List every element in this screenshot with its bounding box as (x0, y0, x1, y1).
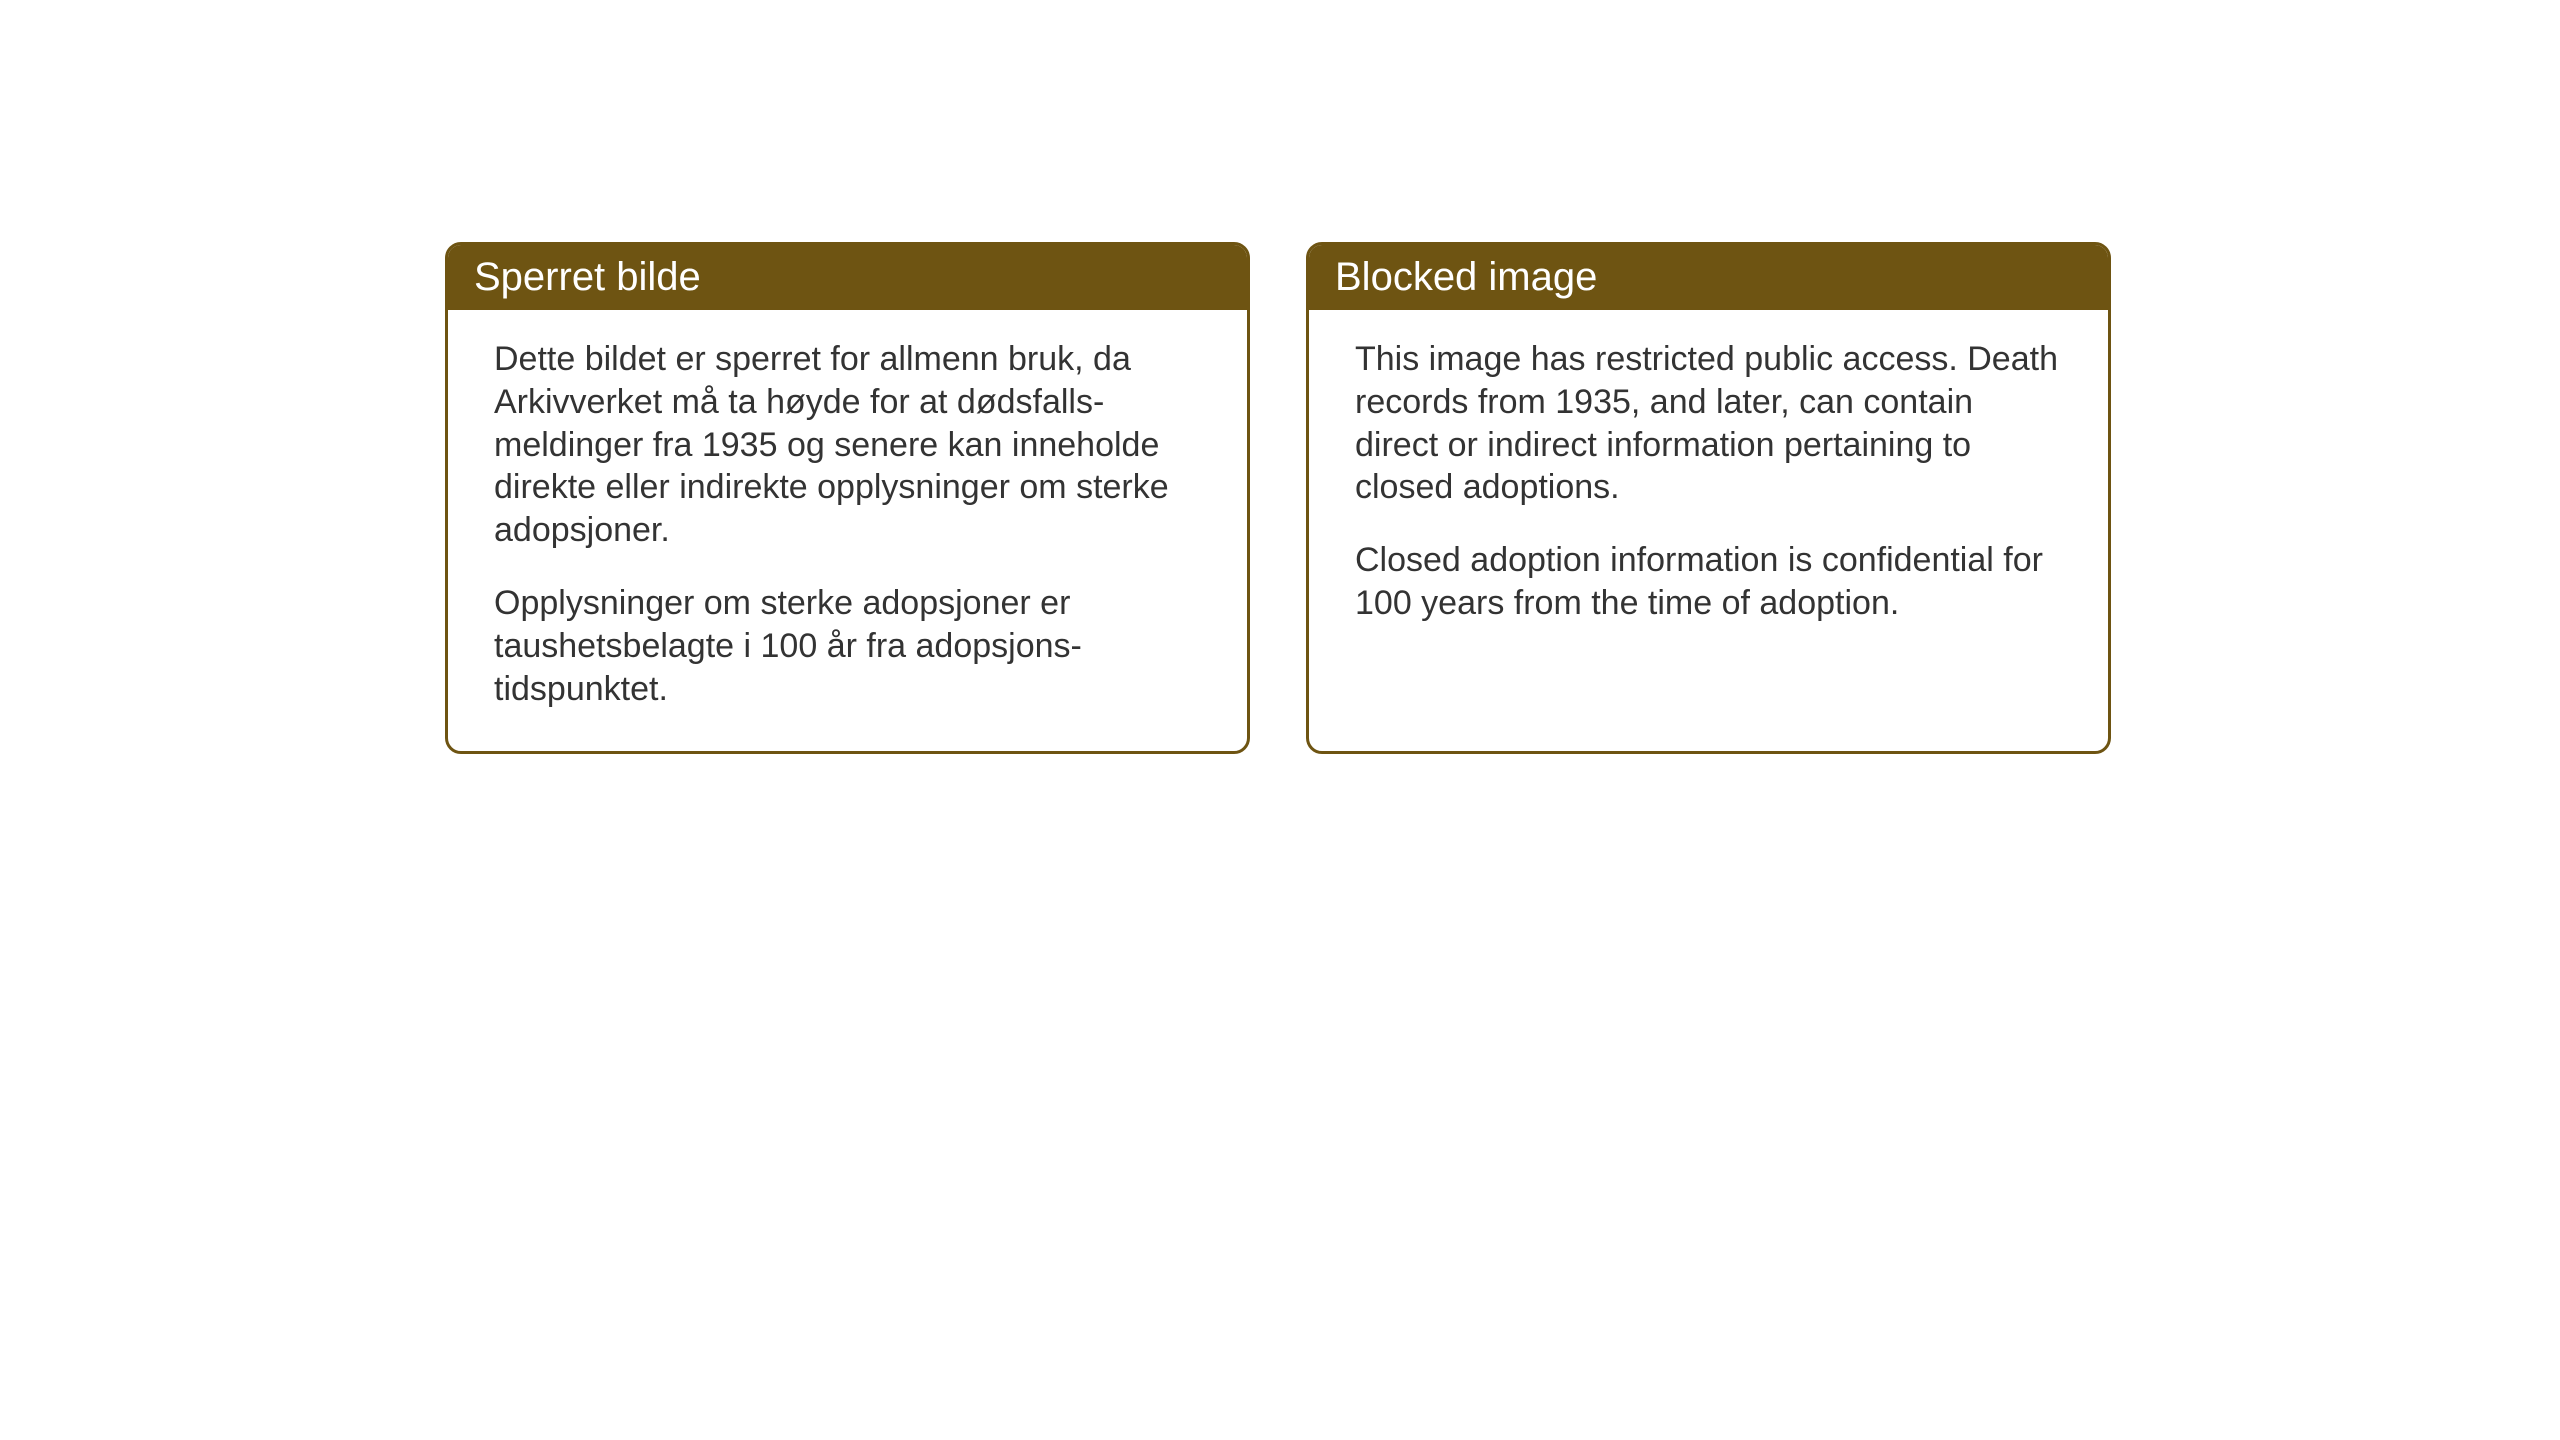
norwegian-card-body: Dette bildet er sperret for allmenn bruk… (448, 310, 1247, 751)
english-card: Blocked image This image has restricted … (1306, 242, 2111, 754)
english-card-body: This image has restricted public access.… (1309, 310, 2108, 665)
english-card-header: Blocked image (1309, 245, 2108, 310)
norwegian-paragraph-2: Opplysninger om sterke adopsjoner er tau… (494, 582, 1201, 710)
norwegian-card-header: Sperret bilde (448, 245, 1247, 310)
english-paragraph-2: Closed adoption information is confident… (1355, 539, 2062, 625)
norwegian-paragraph-1: Dette bildet er sperret for allmenn bruk… (494, 338, 1201, 552)
english-paragraph-1: This image has restricted public access.… (1355, 338, 2062, 509)
english-title: Blocked image (1335, 255, 1597, 299)
notice-container: Sperret bilde Dette bildet er sperret fo… (445, 242, 2111, 754)
norwegian-card: Sperret bilde Dette bildet er sperret fo… (445, 242, 1250, 754)
norwegian-title: Sperret bilde (474, 255, 701, 299)
